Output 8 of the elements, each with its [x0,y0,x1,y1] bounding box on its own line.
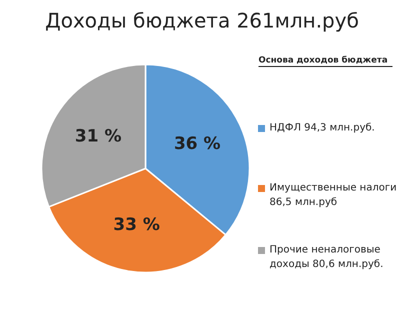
legend-label: Имущественные налоги 86,5 млн.руб [270,182,397,208]
legend-label: Прочие неналоговые доходы 80,6 млн.руб. [270,244,384,270]
data-label: 33 % [113,214,160,235]
chart-title: Доходы бюджета 261млн.руб [45,8,359,32]
data-label: 36 % [174,134,221,154]
data-label: 31 % [74,126,122,146]
legend-title: Основа доходов бюджета [258,56,388,66]
legend-label: НДФЛ 94,3 млн.руб. [270,122,375,134]
